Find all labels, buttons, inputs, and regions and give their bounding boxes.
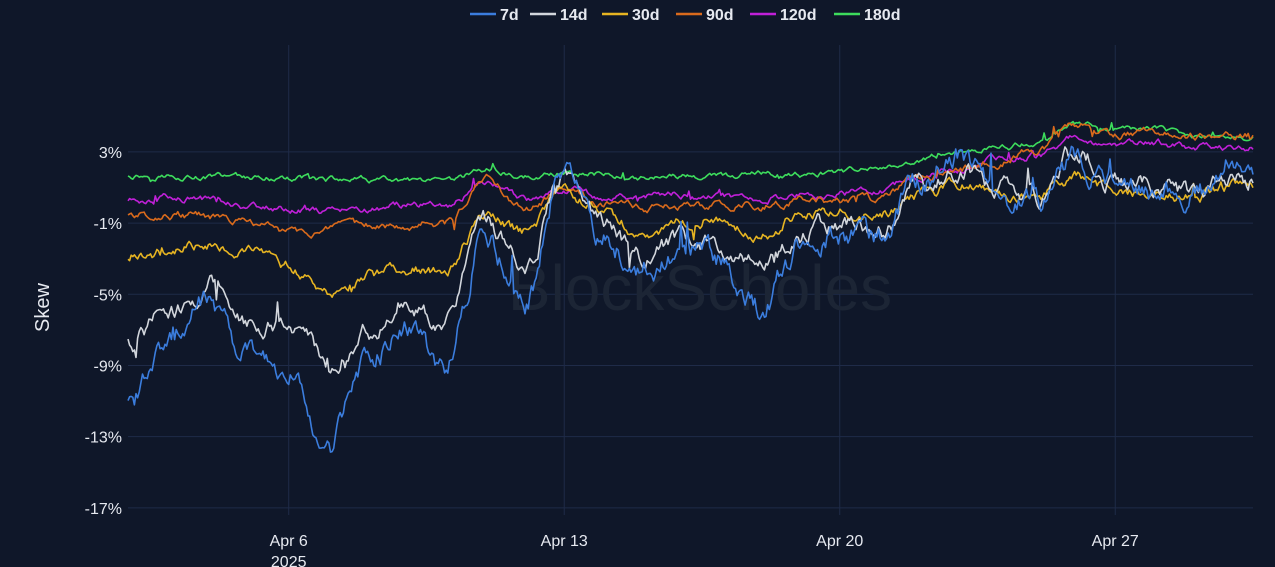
legend-label: 30d	[632, 7, 660, 24]
legend-label: 180d	[864, 7, 900, 24]
legend-item-30d[interactable]: 30d	[602, 7, 660, 24]
y-axis: 3% -1% -5% -9% -13% -17%	[85, 145, 122, 518]
series-line-30d	[127, 170, 1254, 299]
legend-label: 14d	[560, 7, 588, 24]
x-axis-year-label: 2025	[271, 554, 307, 567]
y-tick-label: -13%	[85, 430, 122, 447]
y-tick-label: -9%	[94, 358, 122, 375]
legend-item-14d[interactable]: 14d	[530, 7, 588, 24]
legend-label: 120d	[780, 7, 816, 24]
legend-label: 90d	[706, 7, 734, 24]
legend-label: 7d	[500, 7, 519, 24]
series-line-180d	[127, 120, 1254, 184]
y-axis-title: Skew	[32, 282, 54, 331]
x-tick-label: Apr 6	[270, 533, 308, 550]
legend-item-90d[interactable]: 90d	[676, 7, 734, 24]
series-line-120d	[127, 134, 1254, 215]
y-tick-label: -5%	[94, 287, 122, 304]
y-tick-label: -17%	[85, 501, 122, 518]
series-line-90d	[127, 122, 1254, 239]
series-line-7d	[127, 145, 1254, 453]
legend-item-120d[interactable]: 120d	[750, 7, 816, 24]
x-tick-label: Apr 27	[1092, 533, 1139, 550]
watermark: BlockScholes	[508, 252, 892, 324]
legend[interactable]: 7d 14d 30d 90d 120d 180d	[470, 7, 900, 24]
legend-item-180d[interactable]: 180d	[834, 7, 900, 24]
y-tick-label: 3%	[99, 145, 122, 162]
x-tick-label: Apr 20	[816, 533, 863, 550]
x-axis: Apr 6 Apr 13 Apr 20 Apr 27	[270, 533, 1139, 550]
legend-item-7d[interactable]: 7d	[470, 7, 519, 24]
series-line-14d	[127, 146, 1254, 375]
y-tick-label: -1%	[94, 216, 122, 233]
x-tick-label: Apr 13	[541, 533, 588, 550]
series-lines	[127, 120, 1254, 453]
